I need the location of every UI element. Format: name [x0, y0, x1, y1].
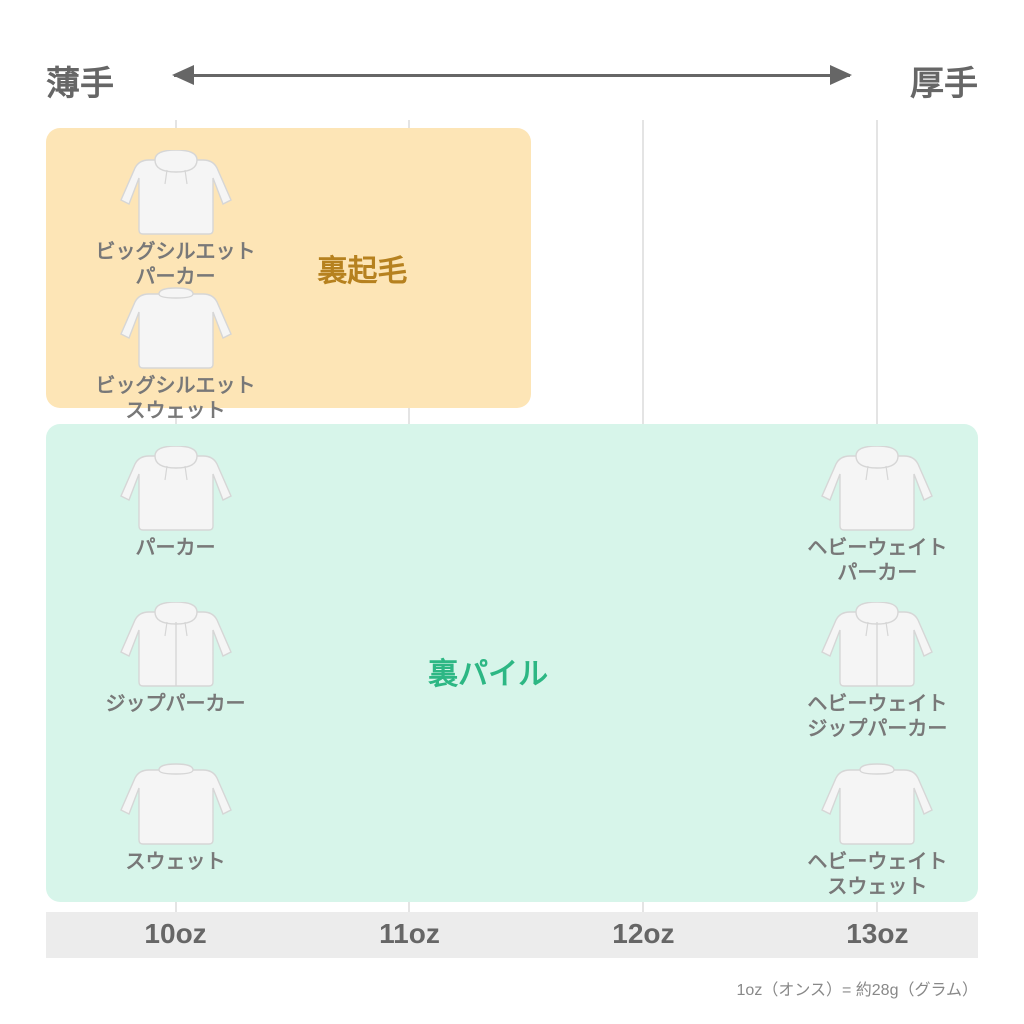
product-label: スウェット	[76, 850, 276, 875]
axis-tick: 10oz	[144, 918, 206, 950]
product-item: ヘビーウェイトパーカー	[777, 446, 977, 586]
product-item: パーカー	[76, 446, 276, 561]
x-axis: 10oz 11oz 12oz 13oz	[46, 912, 978, 958]
axis-tick: 11oz	[379, 918, 440, 950]
scale-header: 薄手 厚手	[46, 56, 978, 100]
product-label: ヘビーウェイトスウェット	[777, 850, 977, 900]
scale-arrow	[174, 74, 850, 77]
product-label: ヘビーウェイトジップパーカー	[777, 692, 977, 742]
plot-area: 裏起毛裏パイル ビッグシルエットパーカービッグシルエットスウェットパーカージップパ…	[46, 120, 978, 958]
product-label: ヘビーウェイトパーカー	[777, 536, 977, 586]
product-item: ジップパーカー	[76, 602, 276, 717]
product-item: ヘビーウェイトジップパーカー	[777, 602, 977, 742]
product-label: パーカー	[76, 536, 276, 561]
product-label: ジップパーカー	[76, 692, 276, 717]
product-label: ビッグシルエットスウェット	[76, 374, 276, 424]
product-item: ビッグシルエットスウェット	[76, 284, 276, 424]
product-item: ヘビーウェイトスウェット	[777, 760, 977, 900]
region-b-label: 裏パイル	[428, 649, 548, 693]
region-a-label: 裏起毛	[317, 246, 407, 290]
thickness-chart: 薄手 厚手 裏起毛裏パイル ビッグシルエットパーカービッグシルエットスウェットパー…	[0, 0, 1024, 1024]
product-item: ビッグシルエットパーカー	[76, 150, 276, 290]
axis-tick: 13oz	[846, 918, 908, 950]
product-label: ビッグシルエットパーカー	[76, 240, 276, 290]
footnote: 1oz（オンス）= 約28g（グラム）	[737, 976, 978, 1000]
scale-label-thin: 薄手	[46, 56, 114, 105]
scale-label-thick: 厚手	[910, 56, 978, 105]
axis-tick: 12oz	[612, 918, 674, 950]
product-item: スウェット	[76, 760, 276, 875]
